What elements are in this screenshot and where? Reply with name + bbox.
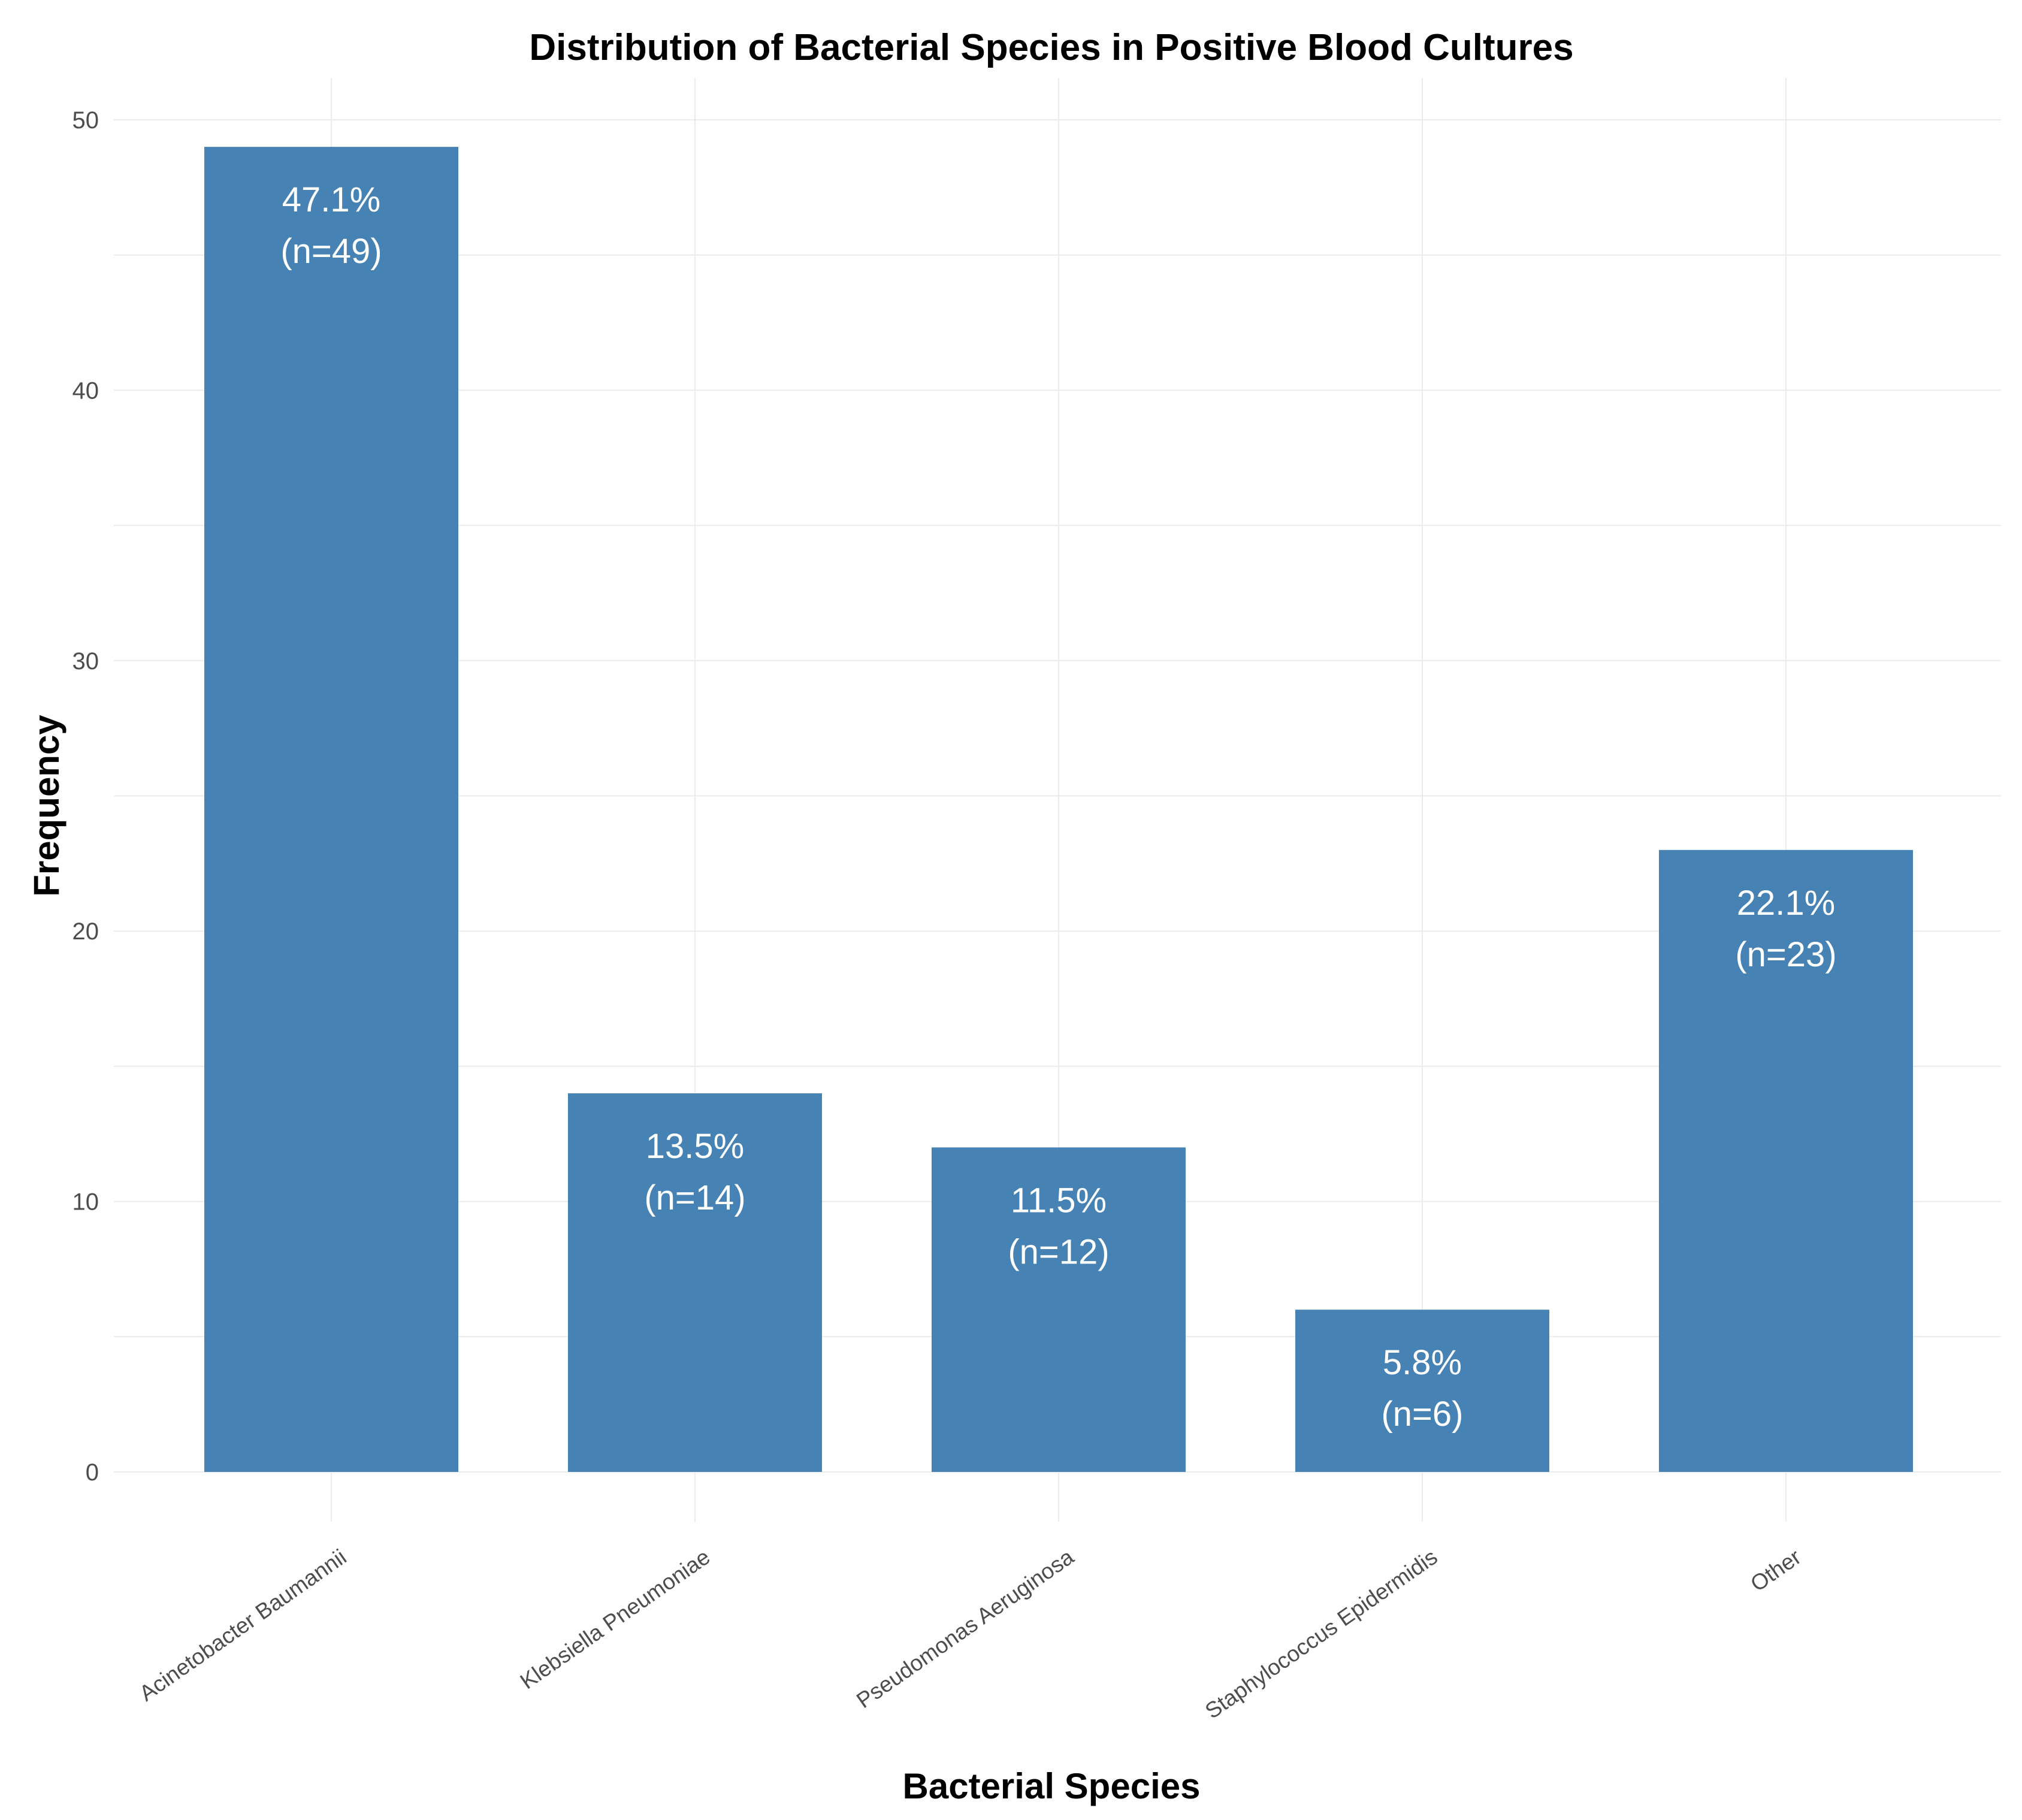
bar	[204, 147, 458, 1473]
y-tick-label: 40	[72, 377, 99, 404]
y-axis-ticks: 0 10 20 30 40 50	[72, 107, 99, 1486]
y-tick-label: 20	[72, 918, 99, 945]
bar	[1295, 1310, 1549, 1472]
bar-data-label: (n=14)	[644, 1178, 745, 1217]
bar-data-label: (n=6)	[1381, 1395, 1463, 1434]
x-category-label: Pseudomonas Aeruginosa	[852, 1544, 1078, 1713]
bar-data-label: 5.8%	[1383, 1343, 1462, 1382]
bar-data-label: 13.5%	[646, 1127, 744, 1166]
y-axis-title: Frequency	[26, 715, 67, 897]
bar-data-label: (n=23)	[1735, 935, 1836, 974]
x-axis-ticks: Acinetobacter Baumannii Klebsiella Pneumo…	[135, 1544, 1805, 1724]
y-tick-label: 50	[72, 107, 99, 134]
y-tick-label: 30	[72, 648, 99, 675]
bar	[932, 1147, 1186, 1472]
x-category-label: Acinetobacter Baumannii	[135, 1544, 350, 1706]
y-tick-label: 0	[86, 1459, 99, 1486]
x-category-label: Other	[1746, 1544, 1805, 1597]
x-category-label: Klebsiella Pneumoniae	[516, 1544, 715, 1694]
y-tick-label: 10	[72, 1189, 99, 1216]
chart-title: Distribution of Bacterial Species in Pos…	[529, 27, 1573, 68]
bar-data-label: 47.1%	[282, 180, 380, 219]
bar-data-label: 11.5%	[1011, 1181, 1107, 1220]
bar-data-label: (n=49)	[280, 232, 382, 271]
bars: 47.1% (n=49) 13.5% (n=14) 11.5% (n=12) 5.8% (n=…	[204, 147, 1913, 1473]
x-category-label: Staphylococcus Epidermidis	[1201, 1544, 1442, 1724]
bar-data-label: 22.1%	[1737, 884, 1835, 923]
bar-data-label: (n=12)	[1008, 1232, 1109, 1271]
bar	[1659, 849, 1913, 1472]
x-axis-title: Bacterial Species	[903, 1766, 1201, 1806]
bar	[568, 1093, 822, 1472]
